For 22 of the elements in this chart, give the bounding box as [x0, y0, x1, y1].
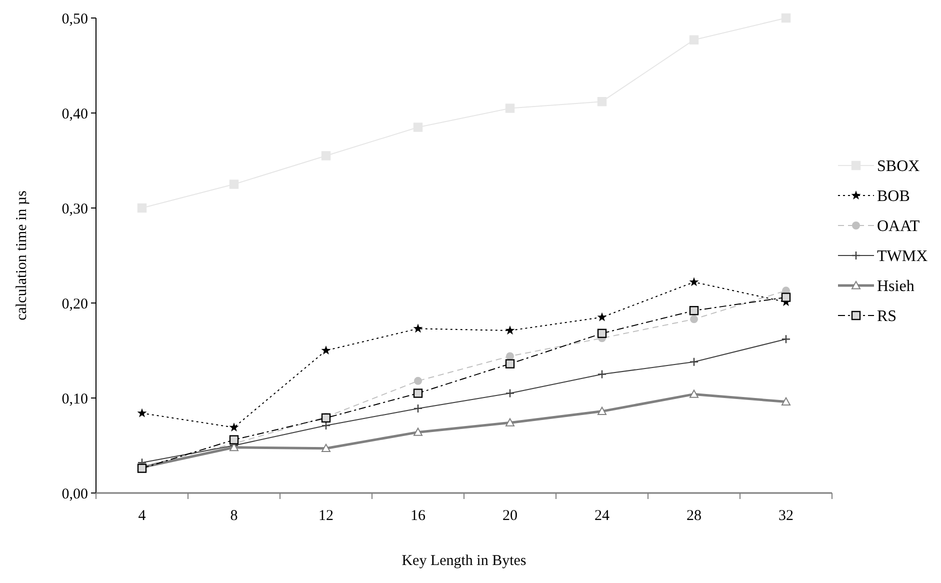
y-axis-title: calculation time in µs	[14, 190, 30, 320]
y-tick-label: 0,50	[62, 11, 88, 28]
x-tick-label: 4	[138, 508, 146, 524]
legend-label: BOB	[877, 188, 910, 206]
legend-label: TWMX	[877, 248, 928, 266]
y-tick-label: 0,40	[62, 106, 88, 122]
y-tick-label: 0,10	[62, 391, 88, 408]
legend-label: RS	[877, 308, 897, 326]
x-tick-label: 24	[594, 508, 610, 524]
x-axis-title: Key Length in Bytes	[402, 553, 526, 569]
x-tick-label: 16	[410, 508, 426, 524]
x-tick-label: 12	[318, 508, 334, 524]
legend-label: Hsieh	[877, 278, 914, 296]
x-tick-label: 32	[778, 508, 794, 524]
y-tick-label: 0,30	[62, 201, 88, 218]
legend-label: SBOX	[877, 158, 920, 176]
legend-label: OAAT	[877, 218, 920, 236]
y-tick-label: 0,20	[62, 296, 88, 312]
x-tick-label: 28	[686, 508, 702, 524]
x-tick-label: 8	[230, 508, 238, 524]
x-tick-label: 20	[502, 508, 518, 524]
y-tick-label: 0,00	[62, 486, 88, 502]
